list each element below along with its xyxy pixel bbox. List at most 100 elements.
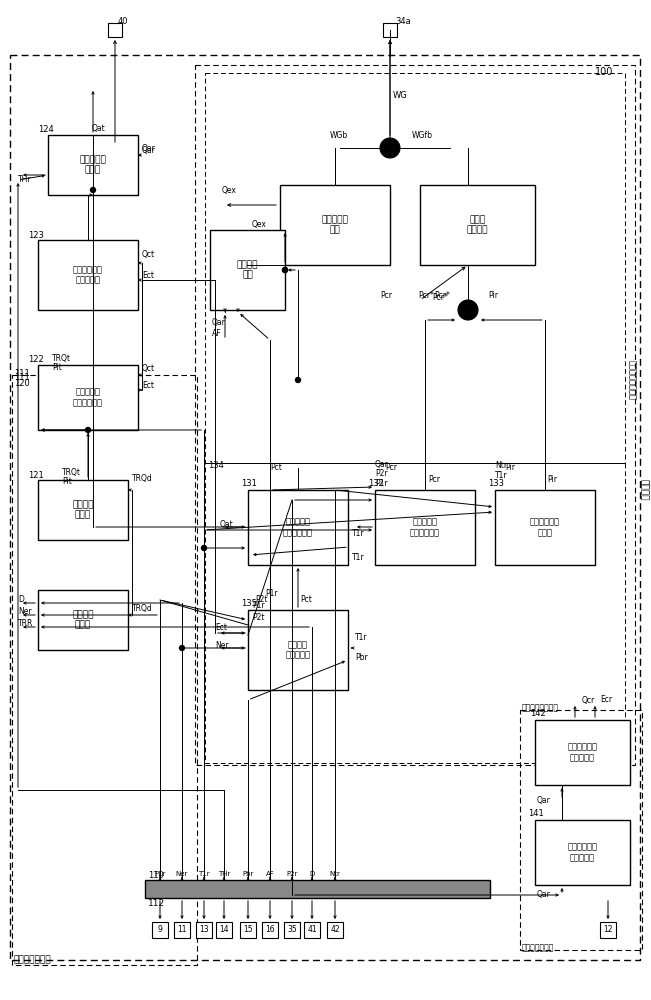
FancyBboxPatch shape <box>145 880 490 898</box>
Text: 122: 122 <box>28 356 44 364</box>
Text: 11: 11 <box>177 926 187 934</box>
Text: 112: 112 <box>148 898 165 908</box>
FancyBboxPatch shape <box>495 490 595 565</box>
Circle shape <box>283 267 288 272</box>
FancyBboxPatch shape <box>196 922 212 938</box>
FancyBboxPatch shape <box>174 922 190 938</box>
Text: 12: 12 <box>603 926 613 934</box>
Circle shape <box>296 377 301 382</box>
Text: Pir: Pir <box>505 462 515 472</box>
Text: Pct: Pct <box>300 595 312 604</box>
Text: 目標気缸内
新気量運算部: 目標気缸内 新気量運算部 <box>73 388 103 407</box>
Text: 40: 40 <box>118 17 128 26</box>
Text: 121: 121 <box>28 471 44 480</box>
Text: Ntr: Ntr <box>495 460 507 470</box>
Text: Qar: Qar <box>212 318 226 328</box>
FancyBboxPatch shape <box>383 23 397 37</box>
Text: 120: 120 <box>14 378 30 387</box>
Text: 141: 141 <box>528 810 544 818</box>
FancyBboxPatch shape <box>535 720 630 785</box>
Text: AF: AF <box>212 330 221 338</box>
Text: Pcr*: Pcr* <box>418 290 434 300</box>
Text: Pcr: Pcr <box>428 476 440 485</box>
Text: 目標転矩
運算部: 目標転矩 運算部 <box>72 500 94 520</box>
Text: 14: 14 <box>219 926 229 934</box>
FancyBboxPatch shape <box>240 922 256 938</box>
Text: TRQd: TRQd <box>132 603 153 612</box>
Text: Pcr: Pcr <box>380 290 392 300</box>
FancyBboxPatch shape <box>262 922 278 938</box>
Text: TRR: TRR <box>18 619 33 629</box>
Text: Pir: Pir <box>488 290 498 300</box>
Text: Qcr: Qcr <box>582 696 595 704</box>
Text: 吸入空気控制部: 吸入空気控制部 <box>14 956 51 964</box>
Text: Qar: Qar <box>537 796 551 804</box>
FancyBboxPatch shape <box>280 185 390 265</box>
Text: 123: 123 <box>28 232 44 240</box>
Text: +: + <box>390 146 398 156</box>
Text: Qar: Qar <box>142 143 156 152</box>
Text: Pcr*: Pcr* <box>434 292 450 300</box>
Text: Qex: Qex <box>222 186 237 194</box>
Text: 34a: 34a <box>395 17 411 26</box>
Text: P2r: P2r <box>286 871 298 877</box>
Text: 133: 133 <box>488 480 504 488</box>
Text: Qct: Qct <box>142 250 155 259</box>
Text: 132: 132 <box>368 480 384 488</box>
Text: T1r: T1r <box>355 634 368 643</box>
FancyBboxPatch shape <box>327 922 343 938</box>
Text: 124: 124 <box>38 125 54 134</box>
Text: +: + <box>460 302 468 312</box>
Text: 135: 135 <box>241 599 257 608</box>
FancyBboxPatch shape <box>420 185 535 265</box>
Circle shape <box>90 188 96 192</box>
Text: P1r: P1r <box>265 589 277 598</box>
Text: P1r: P1r <box>154 871 166 877</box>
Text: 42: 42 <box>330 926 340 934</box>
Text: 111: 111 <box>14 369 30 378</box>
Text: Pbr: Pbr <box>242 871 254 877</box>
Text: Pcr: Pcr <box>385 462 397 472</box>
FancyBboxPatch shape <box>48 135 138 195</box>
Text: Ner: Ner <box>215 641 229 650</box>
Text: 運転状態検測部: 運転状態検測部 <box>522 944 555 952</box>
Text: 111: 111 <box>14 373 30 382</box>
FancyBboxPatch shape <box>108 23 122 37</box>
FancyBboxPatch shape <box>284 922 300 938</box>
Circle shape <box>380 138 400 158</box>
Text: 13: 13 <box>199 926 209 934</box>
FancyBboxPatch shape <box>38 240 138 310</box>
Text: Qar: Qar <box>375 460 389 470</box>
Text: T1r: T1r <box>352 554 365 562</box>
Text: 110: 110 <box>148 871 164 880</box>
Text: +: + <box>382 138 390 148</box>
Text: 131: 131 <box>241 480 257 488</box>
Text: Ecr: Ecr <box>600 696 612 704</box>
Text: 15: 15 <box>243 926 253 934</box>
FancyBboxPatch shape <box>248 610 348 690</box>
Text: 基本控制値
運算: 基本控制値 運算 <box>322 215 348 235</box>
Text: +: + <box>468 311 476 321</box>
Text: WGb: WGb <box>330 131 348 140</box>
Text: D: D <box>18 595 24 604</box>
FancyBboxPatch shape <box>38 590 128 650</box>
Text: Pbr: Pbr <box>355 654 368 662</box>
Text: 実際圧縮機
駆動力運算部: 実際圧縮機 駆動力運算部 <box>410 518 440 537</box>
Text: 16: 16 <box>265 926 275 934</box>
Text: 35: 35 <box>287 926 297 934</box>
Text: 控制裝置: 控制裝置 <box>639 479 648 501</box>
Text: WGfb: WGfb <box>412 131 433 140</box>
Text: Ect: Ect <box>142 270 154 279</box>
FancyBboxPatch shape <box>38 480 128 540</box>
Text: 節流閥開度
控制部: 節流閥開度 控制部 <box>79 155 106 175</box>
Text: Pit: Pit <box>62 477 72 486</box>
Text: WG: WG <box>393 91 408 100</box>
Circle shape <box>202 546 206 550</box>
FancyBboxPatch shape <box>248 490 348 565</box>
Text: 廃気流量
運算: 廃気流量 運算 <box>237 260 258 280</box>
Text: P1r: P1r <box>375 479 387 488</box>
FancyBboxPatch shape <box>304 922 320 938</box>
FancyBboxPatch shape <box>375 490 475 565</box>
Text: P2t: P2t <box>255 595 268 604</box>
Text: AF: AF <box>266 871 274 877</box>
